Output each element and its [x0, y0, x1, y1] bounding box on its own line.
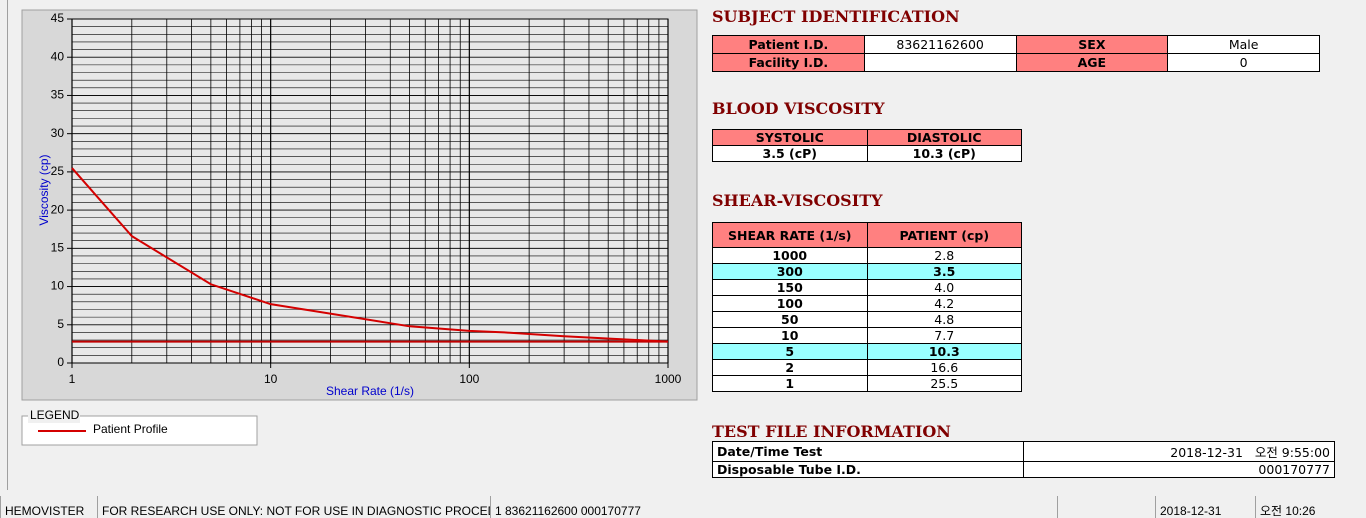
table-row: 1000 2.8 — [712, 247, 1022, 264]
table-row: SHEAR RATE (1/s) PATIENT (cp) — [712, 222, 1022, 248]
y-tick-label: 5 — [57, 317, 64, 331]
table-cell: 3.5 (cP) — [712, 145, 868, 162]
blood-table: SYSTOLIC DIASTOLIC 3.5 (cP) 10.3 (cP) — [712, 129, 1022, 162]
table-cell: 3.5 — [866, 263, 1022, 280]
table-row: Facility I.D. AGE 0 — [712, 53, 1320, 72]
table-cell: 000170777 — [1023, 461, 1335, 478]
table-cell: 7.7 — [866, 327, 1022, 344]
table-cell: 10.3 — [866, 343, 1022, 360]
status-cell: 오전 10:26 — [1255, 496, 1350, 518]
table-cell: 4.2 — [866, 295, 1022, 312]
section-title: BLOOD VISCOSITY — [712, 99, 885, 118]
table-cell: 300 — [712, 263, 868, 280]
table-cell: 1000 — [712, 247, 868, 264]
table-cell: 10 — [712, 327, 868, 344]
table-cell: 2 — [712, 359, 868, 376]
legend-title: LEGEND — [30, 408, 80, 422]
table-cell: 0 — [1167, 53, 1320, 72]
table-cell: AGE — [1015, 53, 1169, 72]
status-cell — [1057, 496, 1155, 518]
table-row: SYSTOLIC DIASTOLIC — [712, 129, 1022, 146]
chart: 0 5 10 15 20 25 30 35 40 45 1 10 100 1000 Shear Rate … — [21, 9, 698, 446]
plot-area — [71, 18, 669, 364]
table-cell — [863, 53, 1017, 72]
x-tick-label: 10 — [264, 372, 278, 386]
legend-label: Patient Profile — [93, 422, 168, 436]
y-axis-label: Viscosity (cp) — [37, 154, 51, 225]
table-row: 2 16.6 — [712, 359, 1022, 376]
table-cell: Patient I.D. — [712, 35, 865, 54]
table-cell: 1 — [712, 375, 868, 392]
table-row: Date/Time Test 2018-12-31 오전 9:55:00 — [712, 441, 1335, 462]
status-bar: HEMOVISTER FOR RESEARCH USE ONLY: NOT FOR… — [0, 496, 1366, 518]
status-cell: 2018-12-31 — [1155, 496, 1255, 518]
y-tick-label: 35 — [51, 88, 65, 102]
y-tick-label: 10 — [51, 279, 65, 293]
table-cell: 5 — [712, 343, 868, 360]
table-row: 150 4.0 — [712, 279, 1022, 296]
table-cell: 83621162600 — [863, 35, 1017, 54]
table-row: 3.5 (cP) 10.3 (cP) — [712, 145, 1022, 162]
table-row: 5 10.3 — [712, 343, 1022, 360]
test-table: Date/Time Test 2018-12-31 오전 9:55:00 Dispo… — [712, 441, 1335, 478]
section-title: TEST FILE INFORMATION — [712, 422, 951, 441]
window-edge — [7, 0, 8, 490]
table-cell: 10.3 (cP) — [866, 145, 1022, 162]
table-cell: Disposable Tube I.D. — [712, 461, 1024, 478]
table-row: 300 3.5 — [712, 263, 1022, 280]
y-tick-label: 40 — [51, 49, 65, 63]
table-cell: DIASTOLIC — [866, 129, 1022, 146]
table-cell: SYSTOLIC — [712, 129, 868, 146]
table-cell: SHEAR RATE (1/s) — [712, 222, 868, 248]
table-cell: 16.6 — [866, 359, 1022, 376]
table-cell: 100 — [712, 295, 868, 312]
table-cell: 2018-12-31 오전 9:55:00 — [1023, 441, 1335, 462]
table-cell: 4.0 — [866, 279, 1022, 296]
table-cell: Date/Time Test — [712, 441, 1024, 462]
y-tick-label: 20 — [51, 202, 65, 216]
table-cell: 4.8 — [866, 311, 1022, 328]
y-tick-label: 30 — [51, 126, 65, 140]
x-tick-label: 1000 — [655, 372, 682, 386]
y-tick-label: 25 — [51, 164, 65, 178]
shear-table: SHEAR RATE (1/s) PATIENT (cp) 1000 2.8 300 3.… — [712, 222, 1022, 392]
table-cell: 25.5 — [866, 375, 1022, 392]
table-cell: 150 — [712, 279, 868, 296]
status-cell: HEMOVISTER — [0, 496, 97, 518]
table-cell: 2.8 — [866, 247, 1022, 264]
table-row: 1 25.5 — [712, 375, 1022, 392]
table-cell: 50 — [712, 311, 868, 328]
table-row: Disposable Tube I.D. 000170777 — [712, 461, 1335, 478]
table-row: Patient I.D. 83621162600 SEX Male — [712, 35, 1320, 54]
legend-title-bg — [28, 409, 80, 423]
section-title: SUBJECT IDENTIFICATION — [712, 7, 960, 26]
table-row: 100 4.2 — [712, 295, 1022, 312]
table-row: 10 7.7 — [712, 327, 1022, 344]
y-tick-label: 15 — [51, 241, 65, 255]
table-cell: SEX — [1015, 35, 1169, 54]
status-cell: 1 83621162600 000170777 — [490, 496, 1057, 518]
series-line — [71, 167, 669, 343]
section-title: SHEAR-VISCOSITY — [712, 191, 883, 210]
table-cell: Facility I.D. — [712, 53, 865, 72]
y-tick-label: 0 — [57, 355, 64, 369]
x-tick-label: 100 — [459, 372, 479, 386]
status-cell: FOR RESEARCH USE ONLY: NOT FOR USE IN DI… — [97, 496, 490, 518]
x-axis-label: Shear Rate (1/s) — [326, 384, 414, 398]
table-cell: Male — [1167, 35, 1320, 54]
table-cell: PATIENT (cp) — [866, 222, 1022, 248]
table-row: 50 4.8 — [712, 311, 1022, 328]
x-tick-label: 1 — [69, 372, 76, 386]
y-tick-label: 45 — [51, 11, 65, 25]
subject-table: Patient I.D. 83621162600 SEX Male Facility I… — [712, 35, 1320, 72]
